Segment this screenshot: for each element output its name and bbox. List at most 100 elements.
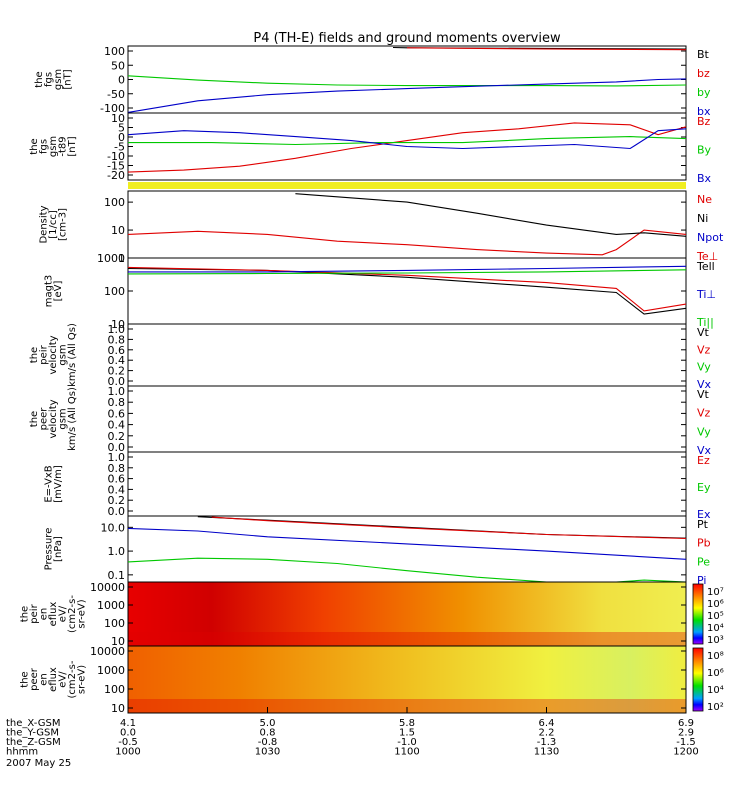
date-label: 2007 May 25 [6,758,71,769]
bottom-axis: the_X-GSM 4.1 5.0 5.8 6.4 6.9 the_Y-GSM 0.0 0.8 1… [6,707,699,758]
y-tick-label: 0.6 [108,344,126,357]
y-tick-label: 10 [111,702,125,715]
y-axis-label: gsm [53,69,64,90]
panel-frame [127,323,687,387]
x-tick-label: -0.8 [258,737,278,748]
legend-entry: bx [697,105,711,118]
y-axis-label: [nT] [62,69,73,89]
y-axis-label: peer [29,667,40,691]
y-tick-label: 10 [111,318,125,331]
y-axis-label: gsm [48,136,59,157]
y-tick-label: 0.4 [108,419,126,432]
y-tick-label: 0.8 [108,333,126,346]
y-tick-label: 0.2 [108,494,126,507]
x-tick-label: 4.1 [120,718,136,729]
y-tick-label: 1 [118,252,125,265]
colorbar-tick-label: 10⁵ [707,611,724,622]
heatmap-image [128,582,686,646]
y-tick-label: 10000 [90,581,125,594]
legend-entry: Ez [697,454,710,467]
x-tick-label: -1.0 [397,737,417,748]
legend-entry: Ex [697,508,711,521]
legend-entry: Pi [697,574,706,587]
legend-entry: Bx [697,172,712,185]
y-tick-label: 100 [104,617,125,630]
y-tick-label: 5 [118,122,125,135]
legend-entry: Vy [697,425,711,438]
legend-entry: Pt [697,518,709,531]
panel-frame [127,451,687,517]
panel-temperature: 1000 100 10 magt3[eV] Tell Ti⊥ Ti|| [43,252,716,331]
x-tick-label: 1100 [394,747,419,758]
y-tick-label: 100 [104,285,125,298]
x-tick-label: 2.2 [539,728,555,739]
y-tick-label: 0.2 [108,430,126,443]
legend-entry: Ne [697,193,712,206]
y-tick-label: 50 [111,59,125,72]
y-axis-label: [nT] [67,136,78,156]
y-axis-label: the [29,411,40,427]
legend-entry: by [697,86,711,99]
y-tick-label: -5 [114,141,125,154]
y-tick-label: 0 [118,131,125,144]
x-tick-label: 1130 [534,747,559,758]
x-row-label: the_X-GSM [6,718,60,729]
y-axis-label: [nPa] [53,536,64,562]
series-Pt [197,516,687,539]
y-tick-label: -50 [107,88,125,101]
y-tick-label: -20 [107,169,125,182]
colorbar-tick-label: 10⁶ [707,668,724,679]
colorbar [692,647,704,712]
legend-entry: Pe [697,555,710,568]
legend-entry: Vt [697,388,710,401]
legend-entry: Ti⊥ [696,288,716,301]
panels: 100500-50-100thefgsgsm[nT]Btbzbybx1050-5… [20,45,724,715]
y-axis-label: Pressure [43,528,54,571]
y-axis-label: -t89 [58,136,69,156]
x-tick-label: -1.3 [537,737,557,748]
y-tick-label: 0.0 [108,505,126,518]
y-tick-label: 1000 [97,664,125,677]
series-Ni [295,193,687,237]
series-Pb [211,516,687,540]
status-bar [128,182,686,189]
y-tick-label: 0.4 [108,483,126,496]
y-axis-label: the [29,347,40,363]
series-Te⊥ [127,266,687,312]
x-tick-label: 6.9 [678,718,694,729]
y-tick-label: 0.6 [108,407,126,420]
y-tick-label: 1.0 [108,385,126,398]
x-tick-label: 1000 [115,747,140,758]
x-tick-label: 5.0 [260,718,276,729]
x-tick-label: 2.9 [678,728,694,739]
x-tick-label: 6.4 [539,718,555,729]
series-Pe [127,557,687,583]
legend-entry: Bt [697,48,710,61]
panel-peer_en_eflux: 10⁸ 10⁶ 10⁴ 10² 10000 1000 100 10 thepeereneflux… [20,645,724,715]
y-tick-label: 0.6 [108,473,126,486]
legend-entry: Vy [697,361,711,374]
colorbar [692,583,704,645]
y-axis-label: gsm [58,408,69,429]
colorbar-tick-label: 10⁶ [707,599,724,610]
series-Ti|| [127,269,687,275]
x-row-label: hhmm [6,747,38,758]
legend-entry: Vz [697,407,711,420]
y-axis-label: km/s (All Qs) [67,387,78,451]
y-tick-label: 10000 [90,645,125,658]
y-tick-label: 0.2 [108,365,126,378]
legend-entry: Vz [697,343,711,356]
y-axis-label: (cm2-s- [67,660,78,698]
y-axis-label: sr-eV) [77,599,88,628]
series-Ne [127,229,687,256]
y-axis-label: fgs [43,72,54,87]
heatmap-low-band [128,632,686,646]
y-tick-label: 1000 [97,252,125,265]
y-axis-label: peir [39,344,50,364]
panel-density: 100 10 1 Density[1/cc][cm-3] Ne Ni Npot Te⊥ [39,190,724,265]
y-axis-label: the [20,606,31,622]
y-axis-label: fgs [39,139,50,154]
